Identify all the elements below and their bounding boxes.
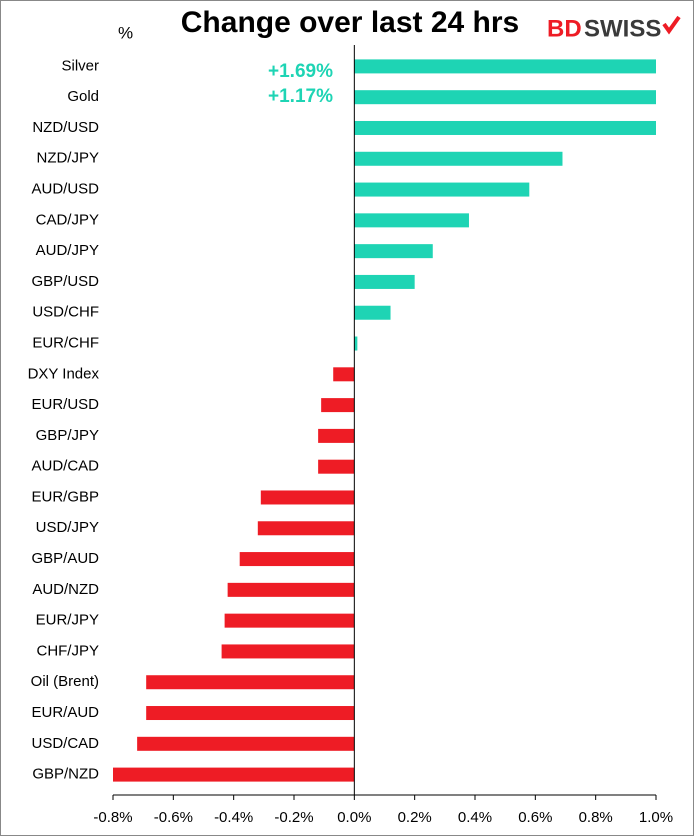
unit-label: %	[118, 23, 133, 42]
y-tick-label: Gold	[67, 88, 99, 105]
chart-title: Change over last 24 hrs	[181, 6, 519, 39]
bar	[333, 367, 355, 382]
x-tick-label: 0.6%	[518, 809, 552, 826]
bar	[260, 490, 355, 505]
bar	[146, 675, 355, 690]
y-tick-label: USD/CAD	[31, 735, 99, 752]
bar	[321, 398, 355, 413]
y-tick-label: CHF/JPY	[36, 642, 99, 659]
y-tick-label: GBP/NZD	[32, 766, 99, 783]
logo-check	[662, 15, 681, 35]
bar	[354, 305, 391, 320]
x-tick-label: -0.2%	[274, 809, 313, 826]
bar	[227, 582, 355, 597]
y-tick-label: CAD/JPY	[36, 211, 99, 228]
bar	[354, 151, 563, 166]
y-tick-label: EUR/USD	[31, 396, 99, 413]
plot-area	[113, 59, 656, 782]
y-tick-label: GBP/JPY	[36, 427, 99, 444]
logo-bd: BD	[547, 15, 582, 42]
x-tick-label: 0.4%	[458, 809, 492, 826]
bar	[354, 213, 469, 228]
x-tick-label: 0.0%	[337, 809, 371, 826]
y-tick-label: NZD/JPY	[36, 150, 99, 167]
logo-swiss: SWISS	[584, 15, 661, 42]
value-label: +1.69%	[268, 61, 333, 82]
y-tick-label: AUD/JPY	[36, 242, 99, 259]
y-tick-label: DXY Index	[28, 365, 100, 382]
bar	[221, 644, 355, 659]
y-tick-label: EUR/JPY	[36, 612, 99, 629]
y-tick-label: AUD/CAD	[31, 458, 99, 475]
bar	[354, 244, 433, 259]
y-tick-label: Oil (Brent)	[31, 673, 99, 690]
bar	[354, 120, 656, 135]
bar	[354, 90, 656, 105]
bar	[354, 336, 358, 351]
y-tick-label: AUD/USD	[31, 181, 99, 198]
y-tick-label: GBP/USD	[31, 273, 99, 290]
y-tick-label: GBP/AUD	[31, 550, 99, 567]
bar	[257, 521, 355, 536]
bar	[239, 552, 355, 567]
bar	[113, 767, 355, 782]
bar	[318, 459, 355, 474]
y-tick-label: EUR/CHF	[32, 334, 99, 351]
bar	[354, 182, 530, 197]
bar	[354, 274, 415, 289]
x-tick-label: 0.8%	[579, 809, 613, 826]
bar	[146, 706, 355, 721]
x-tick-label: -0.8%	[93, 809, 132, 826]
bar	[224, 613, 355, 628]
bar	[137, 736, 355, 751]
x-tick-label: -0.4%	[214, 809, 253, 826]
y-tick-label: EUR/GBP	[31, 488, 99, 505]
y-tick-label: AUD/NZD	[32, 581, 99, 598]
x-tick-label: 0.2%	[398, 809, 432, 826]
value-label: +1.17%	[268, 86, 333, 107]
y-tick-label: EUR/AUD	[31, 704, 99, 721]
y-tick-label: Silver	[61, 57, 99, 74]
x-tick-label: -0.6%	[154, 809, 193, 826]
bar	[318, 428, 355, 443]
y-tick-label: NZD/USD	[32, 119, 99, 136]
bar	[354, 59, 656, 74]
y-tick-label: USD/CHF	[32, 304, 99, 321]
x-tick-label: 1.0%	[639, 809, 673, 826]
y-tick-label: USD/JPY	[36, 519, 99, 536]
